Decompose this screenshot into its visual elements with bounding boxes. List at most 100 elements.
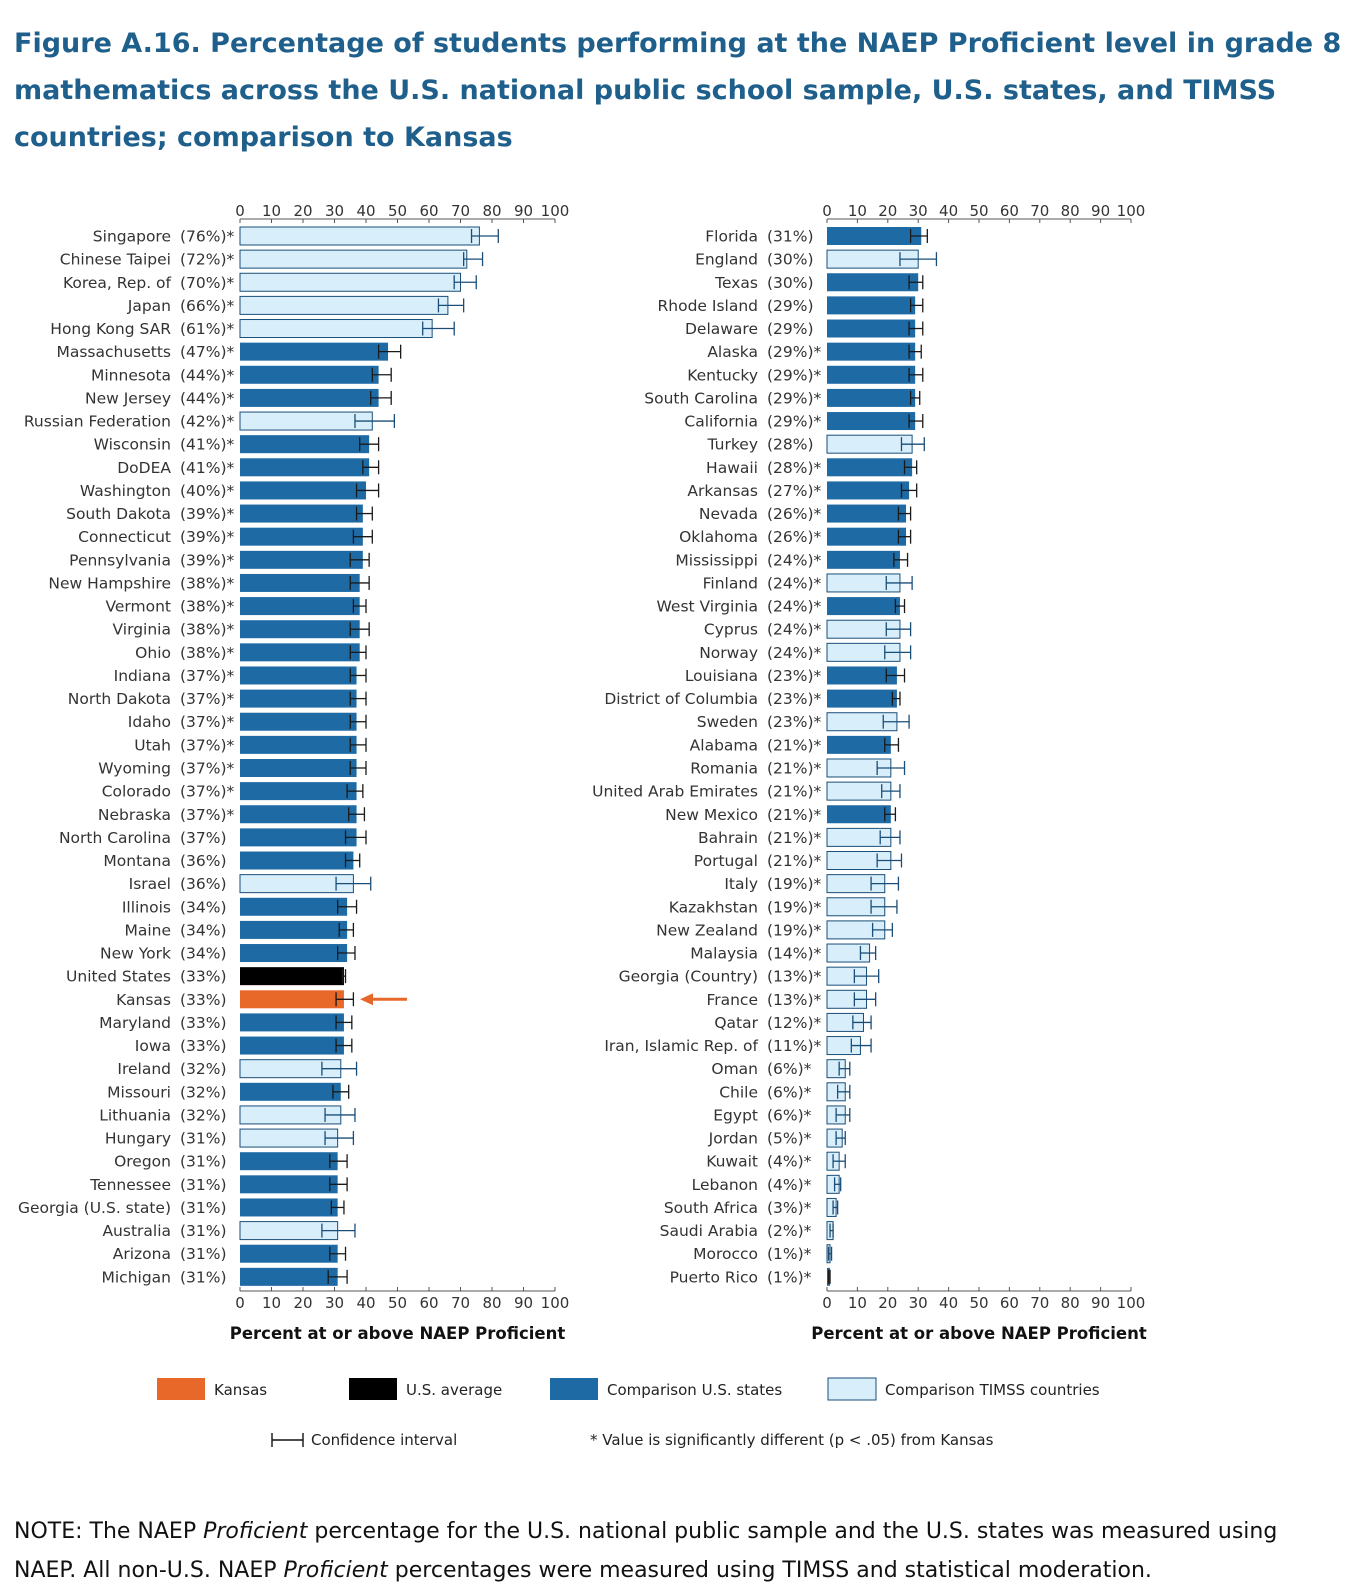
bar-row: Minnesota (44%)* [91, 365, 392, 384]
bar-row: Louisiana (23%)* [685, 666, 906, 685]
bar-row: Georgia (U.S. state) (31%) [18, 1198, 345, 1217]
value-label: (42%)* [180, 413, 235, 431]
bar-row: Portugal (21%)* [694, 851, 903, 871]
legend: Kansas U.S. average Comparison U.S. states… [157, 1377, 1100, 1449]
x-tick-label: 10 [848, 202, 867, 220]
category-label: Bahrain [698, 829, 758, 847]
category-label: California [684, 413, 758, 431]
value-label: (29%)* [767, 366, 822, 384]
x-tick-label: 30 [909, 1294, 928, 1312]
bar-row: Hong Kong SAR (61%)* [50, 319, 455, 339]
legend-label-kansas: Kansas [214, 1381, 267, 1399]
category-label: South Africa [664, 1199, 758, 1217]
category-label: Alabama [690, 736, 758, 754]
legend-label-state: Comparison U.S. states [607, 1381, 782, 1399]
bar-state [240, 597, 360, 616]
category-label: New Hampshire [48, 574, 171, 592]
value-label: (28%)* [767, 459, 822, 477]
category-label: North Carolina [59, 829, 171, 847]
category-label: Maine [124, 921, 171, 939]
bar-timss [239, 319, 433, 339]
category-label: Massachusetts [56, 343, 171, 361]
bar-state [827, 805, 891, 824]
x-tick-label: 40 [356, 1294, 375, 1312]
value-label: (34%) [180, 945, 227, 963]
x-tick-label: 30 [325, 1294, 344, 1312]
category-label: Morocco [693, 1245, 758, 1263]
value-label: (31%) [767, 228, 814, 246]
value-label: (26%)* [767, 505, 822, 523]
value-label: (11%)* [767, 1037, 822, 1055]
value-label: (32%) [180, 1106, 227, 1124]
bar-state [240, 1244, 338, 1263]
bar-state [240, 782, 357, 801]
value-label: (36%) [180, 875, 227, 893]
value-label: (24%)* [767, 574, 822, 592]
bar-row: Indiana (37%)* [114, 666, 367, 685]
x-tick-label: 80 [482, 1294, 501, 1312]
category-label: Oregon [114, 1153, 171, 1171]
value-label: (41%)* [180, 436, 235, 454]
value-label: (24%)* [767, 644, 822, 662]
x-tick-label: 10 [262, 202, 281, 220]
bar-state [240, 458, 370, 477]
value-label: (36%) [180, 852, 227, 870]
bar-row: Idaho (37%)* [128, 712, 367, 731]
category-label: New York [100, 945, 171, 963]
bar-row: Mississippi (24%)* [675, 550, 909, 569]
category-label: Indiana [114, 667, 171, 685]
category-label: Malaysia [690, 945, 758, 963]
value-label: (47%)* [180, 343, 235, 361]
category-label: Kuwait [706, 1153, 758, 1171]
bar-row: Turkey (28%) [707, 434, 925, 454]
bar-state [827, 504, 907, 523]
bar-row: Chile (6%)* [719, 1082, 851, 1102]
category-label: Ireland [117, 1060, 171, 1078]
bar-row: Oregon (31%) [114, 1152, 348, 1171]
bar-us [240, 967, 344, 986]
bar-row: Delaware (29%) [685, 319, 924, 338]
bar-row: Georgia (Country) (13%)* [619, 966, 880, 986]
value-label: (24%)* [767, 598, 822, 616]
bar-row: Israel (36%) [129, 874, 372, 894]
legend-swatch-kansas [157, 1378, 205, 1400]
category-label: District of Columbia [604, 690, 758, 708]
x-tick-label: 40 [939, 202, 958, 220]
category-label: Oklahoma [679, 528, 758, 546]
value-label: (21%)* [767, 736, 822, 754]
bar-row: South Dakota (39%)* [66, 504, 373, 523]
bar-row: Lebanon (4%)* [692, 1174, 842, 1194]
value-label: (19%)* [767, 921, 822, 939]
category-label: Singapore [93, 228, 171, 246]
bar-row: Arizona (31%) [113, 1244, 347, 1263]
value-label: (4%)* [767, 1176, 812, 1194]
bar-row: Norway (24%)* [699, 642, 912, 662]
bar-row: Connecticut (39%)* [78, 527, 373, 546]
x-tick-label: 60 [1000, 1294, 1019, 1312]
x-axis-title: Percent at or above NAEP Proficient [811, 1324, 1147, 1343]
bar-row: Malaysia (14%)* [690, 943, 877, 963]
category-label: South Dakota [66, 505, 171, 523]
bar-state [240, 620, 360, 639]
category-label: Arkansas [687, 482, 758, 500]
bar-state [827, 273, 919, 292]
bar-row: North Carolina (37%) [59, 828, 367, 847]
x-tick-label: 70 [451, 1294, 470, 1312]
bar-state [827, 227, 922, 245]
value-label: (76%)* [180, 228, 235, 246]
bar-row: Michigan (31%) [102, 1267, 348, 1286]
x-tick-label: 60 [1000, 202, 1019, 220]
value-label: (23%)* [767, 667, 822, 685]
category-label: Minnesota [91, 366, 171, 384]
bar-row: Ohio (38%)* [135, 643, 367, 662]
bar-row: Chinese Taipei (72%)* [60, 249, 484, 269]
category-label: Connecticut [78, 528, 171, 546]
value-label: (24%)* [767, 621, 822, 639]
x-tick-label: 70 [1030, 1294, 1049, 1312]
category-label: Oman [711, 1060, 758, 1078]
value-label: (31%) [180, 1268, 227, 1286]
bar-row: Puerto Rico (1%)* [670, 1267, 831, 1286]
value-label: (37%)* [180, 759, 235, 777]
x-tick-label: 80 [482, 202, 501, 220]
category-label: Jordan [708, 1130, 758, 1148]
